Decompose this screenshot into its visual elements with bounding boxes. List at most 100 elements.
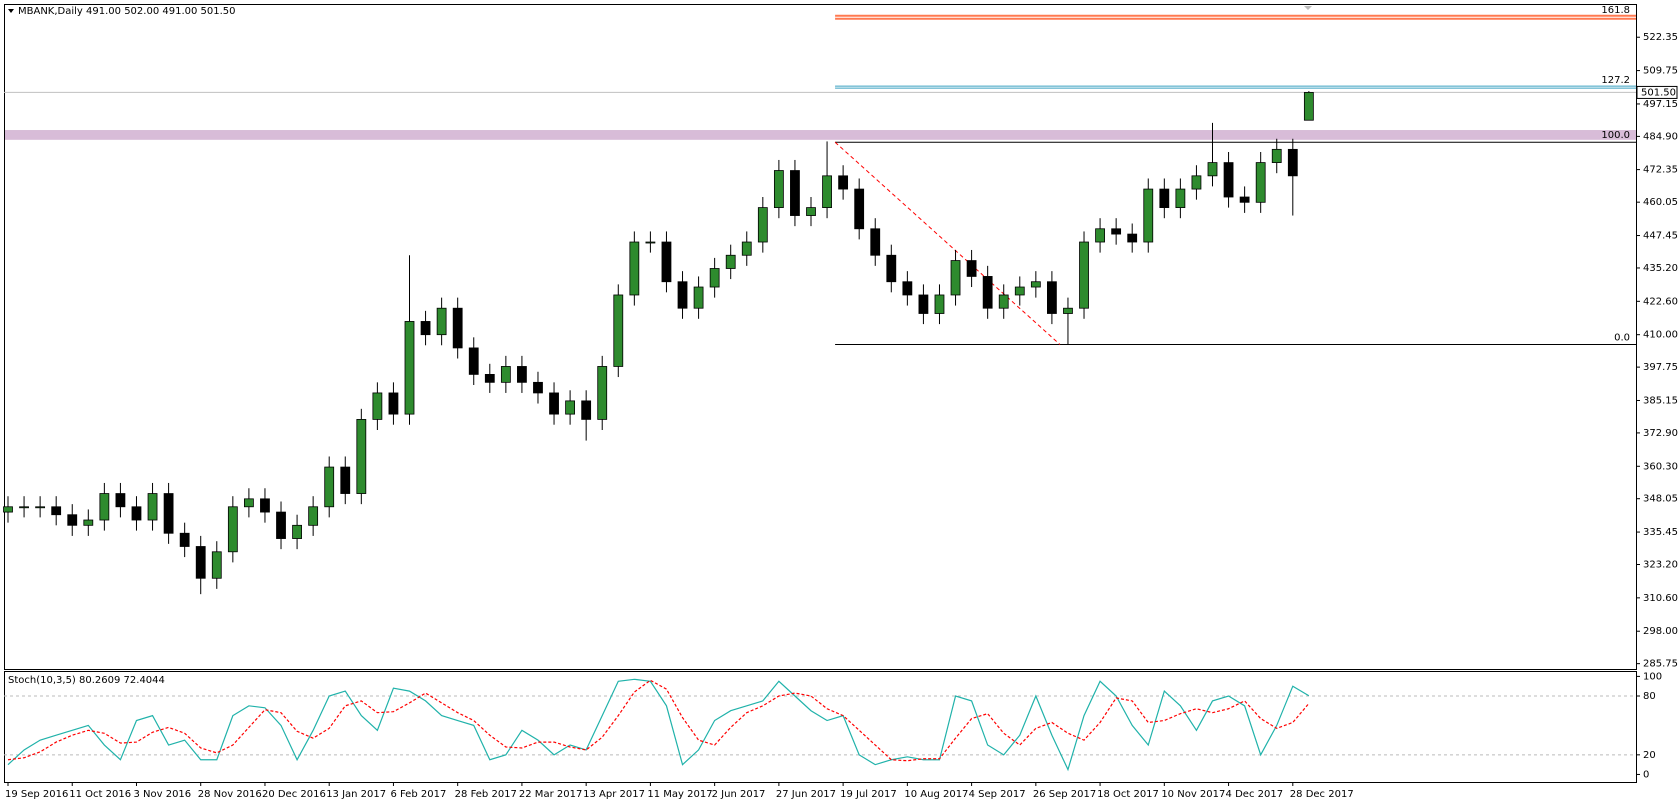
candle-body [292, 524, 302, 539]
y-tick-label: 397.75 [1643, 362, 1678, 373]
candle-body [822, 175, 832, 209]
candle-body [1223, 162, 1234, 198]
stoch-title: Stoch(10,3,5) 80.2609 72.4044 [8, 675, 165, 686]
candle-body [1239, 196, 1250, 203]
candle-body [790, 170, 800, 216]
y-tick-label: 335.45 [1643, 527, 1678, 538]
trendline [834, 141, 1061, 345]
candle-body [709, 268, 720, 288]
candle-body [629, 241, 640, 296]
y-tick-label: 0 [1643, 769, 1649, 780]
candle-body [484, 374, 495, 383]
stoch-line [7, 679, 1310, 762]
x-tick-label: 11 May 2017 [647, 789, 712, 800]
candle-body [356, 419, 367, 494]
candle-body [1271, 148, 1282, 163]
candle-body [372, 392, 383, 420]
candle-body [1047, 281, 1057, 314]
candle-body [918, 294, 929, 314]
x-tick-label: 19 Sep 2016 [5, 789, 68, 800]
candle-body [3, 506, 13, 513]
candle-body [1127, 233, 1138, 243]
candle-body [998, 294, 1009, 309]
y-tick-label: 80 [1643, 691, 1656, 702]
candle-body [308, 506, 319, 526]
y-tick-label: 20 [1643, 750, 1656, 761]
candle-body [1159, 188, 1170, 209]
candle-body [1207, 162, 1218, 177]
shift-marker [1304, 6, 1312, 10]
candle-body [1014, 286, 1025, 296]
y-tick-label: 410.00 [1643, 330, 1678, 341]
candle-body [613, 294, 624, 367]
stoch-frame [4, 671, 1637, 783]
x-tick-label: 20 Dec 2016 [262, 789, 326, 800]
candle-body [179, 532, 190, 547]
x-tick-label: 26 Sep 2017 [1033, 789, 1096, 800]
x-tick-label: 13 Jan 2017 [326, 789, 386, 800]
main-frame [4, 4, 1637, 670]
y-tick-label: 360.30 [1643, 461, 1678, 472]
fib-label: 0.0 [1614, 332, 1630, 343]
x-tick-label: 6 Feb 2017 [390, 789, 446, 800]
candle-body [19, 506, 29, 509]
x-tick-label: 10 Aug 2017 [904, 789, 968, 800]
y-tick-label: 323.20 [1643, 559, 1678, 570]
candle-body [950, 260, 961, 296]
candle-body [276, 511, 286, 539]
candle-body [436, 307, 447, 336]
x-tick-label: 4 Sep 2017 [969, 789, 1026, 800]
fib-label: 127.2 [1601, 75, 1630, 86]
y-tick-label: 509.75 [1643, 66, 1678, 77]
candle-body [227, 506, 238, 553]
candle-body [1255, 162, 1266, 203]
menu-arrow [8, 9, 14, 13]
candle-body [773, 170, 784, 209]
candle-body [725, 254, 736, 269]
stoch-line [7, 678, 1310, 772]
candle-body [195, 546, 206, 579]
candle-body [1063, 307, 1073, 314]
candle-body [902, 281, 913, 296]
y-tick-label: 472.35 [1643, 165, 1678, 176]
y-tick-label: 460.05 [1643, 197, 1678, 208]
candle-body [1111, 228, 1122, 235]
candle-body [131, 506, 142, 521]
candle-body [1030, 281, 1041, 288]
candle-body [693, 286, 704, 309]
y-tick-label: 348.05 [1643, 494, 1678, 505]
candle-body [838, 175, 849, 190]
candle-body [757, 207, 768, 243]
x-tick-label: 28 Dec 2017 [1290, 789, 1354, 800]
x-tick-label: 11 Oct 2016 [69, 789, 131, 800]
y-tick-label: 447.45 [1643, 231, 1678, 242]
x-tick-label: 10 Nov 2017 [1161, 789, 1225, 800]
candle-body [1303, 92, 1314, 121]
x-tick-label: 28 Feb 2017 [455, 789, 517, 800]
candle-body [243, 498, 254, 508]
candle-body [661, 241, 672, 283]
candle-body [1143, 188, 1154, 243]
x-tick-label: 4 Dec 2017 [1226, 789, 1284, 800]
candle-body [677, 281, 688, 309]
fib-label: 100.0 [1601, 130, 1630, 141]
y-tick-label: 310.60 [1643, 593, 1678, 604]
candle-body [147, 493, 158, 521]
fib-label: 161.8 [1601, 5, 1630, 16]
candle-body [1079, 241, 1089, 309]
y-tick-label: 385.15 [1643, 395, 1678, 406]
candle-body [51, 506, 62, 516]
x-tick-label: 3 Nov 2016 [133, 789, 191, 800]
zone [5, 130, 1636, 140]
candle-body [517, 366, 527, 383]
candle-body [324, 466, 335, 508]
chart-title: MBANK,Daily 491.00 502.00 491.00 501.50 [18, 6, 236, 17]
y-tick-label: 100 [1643, 671, 1662, 682]
candle-body [934, 294, 945, 314]
candle-body [966, 260, 977, 277]
candle-body [581, 400, 592, 420]
candle-body [420, 321, 431, 336]
